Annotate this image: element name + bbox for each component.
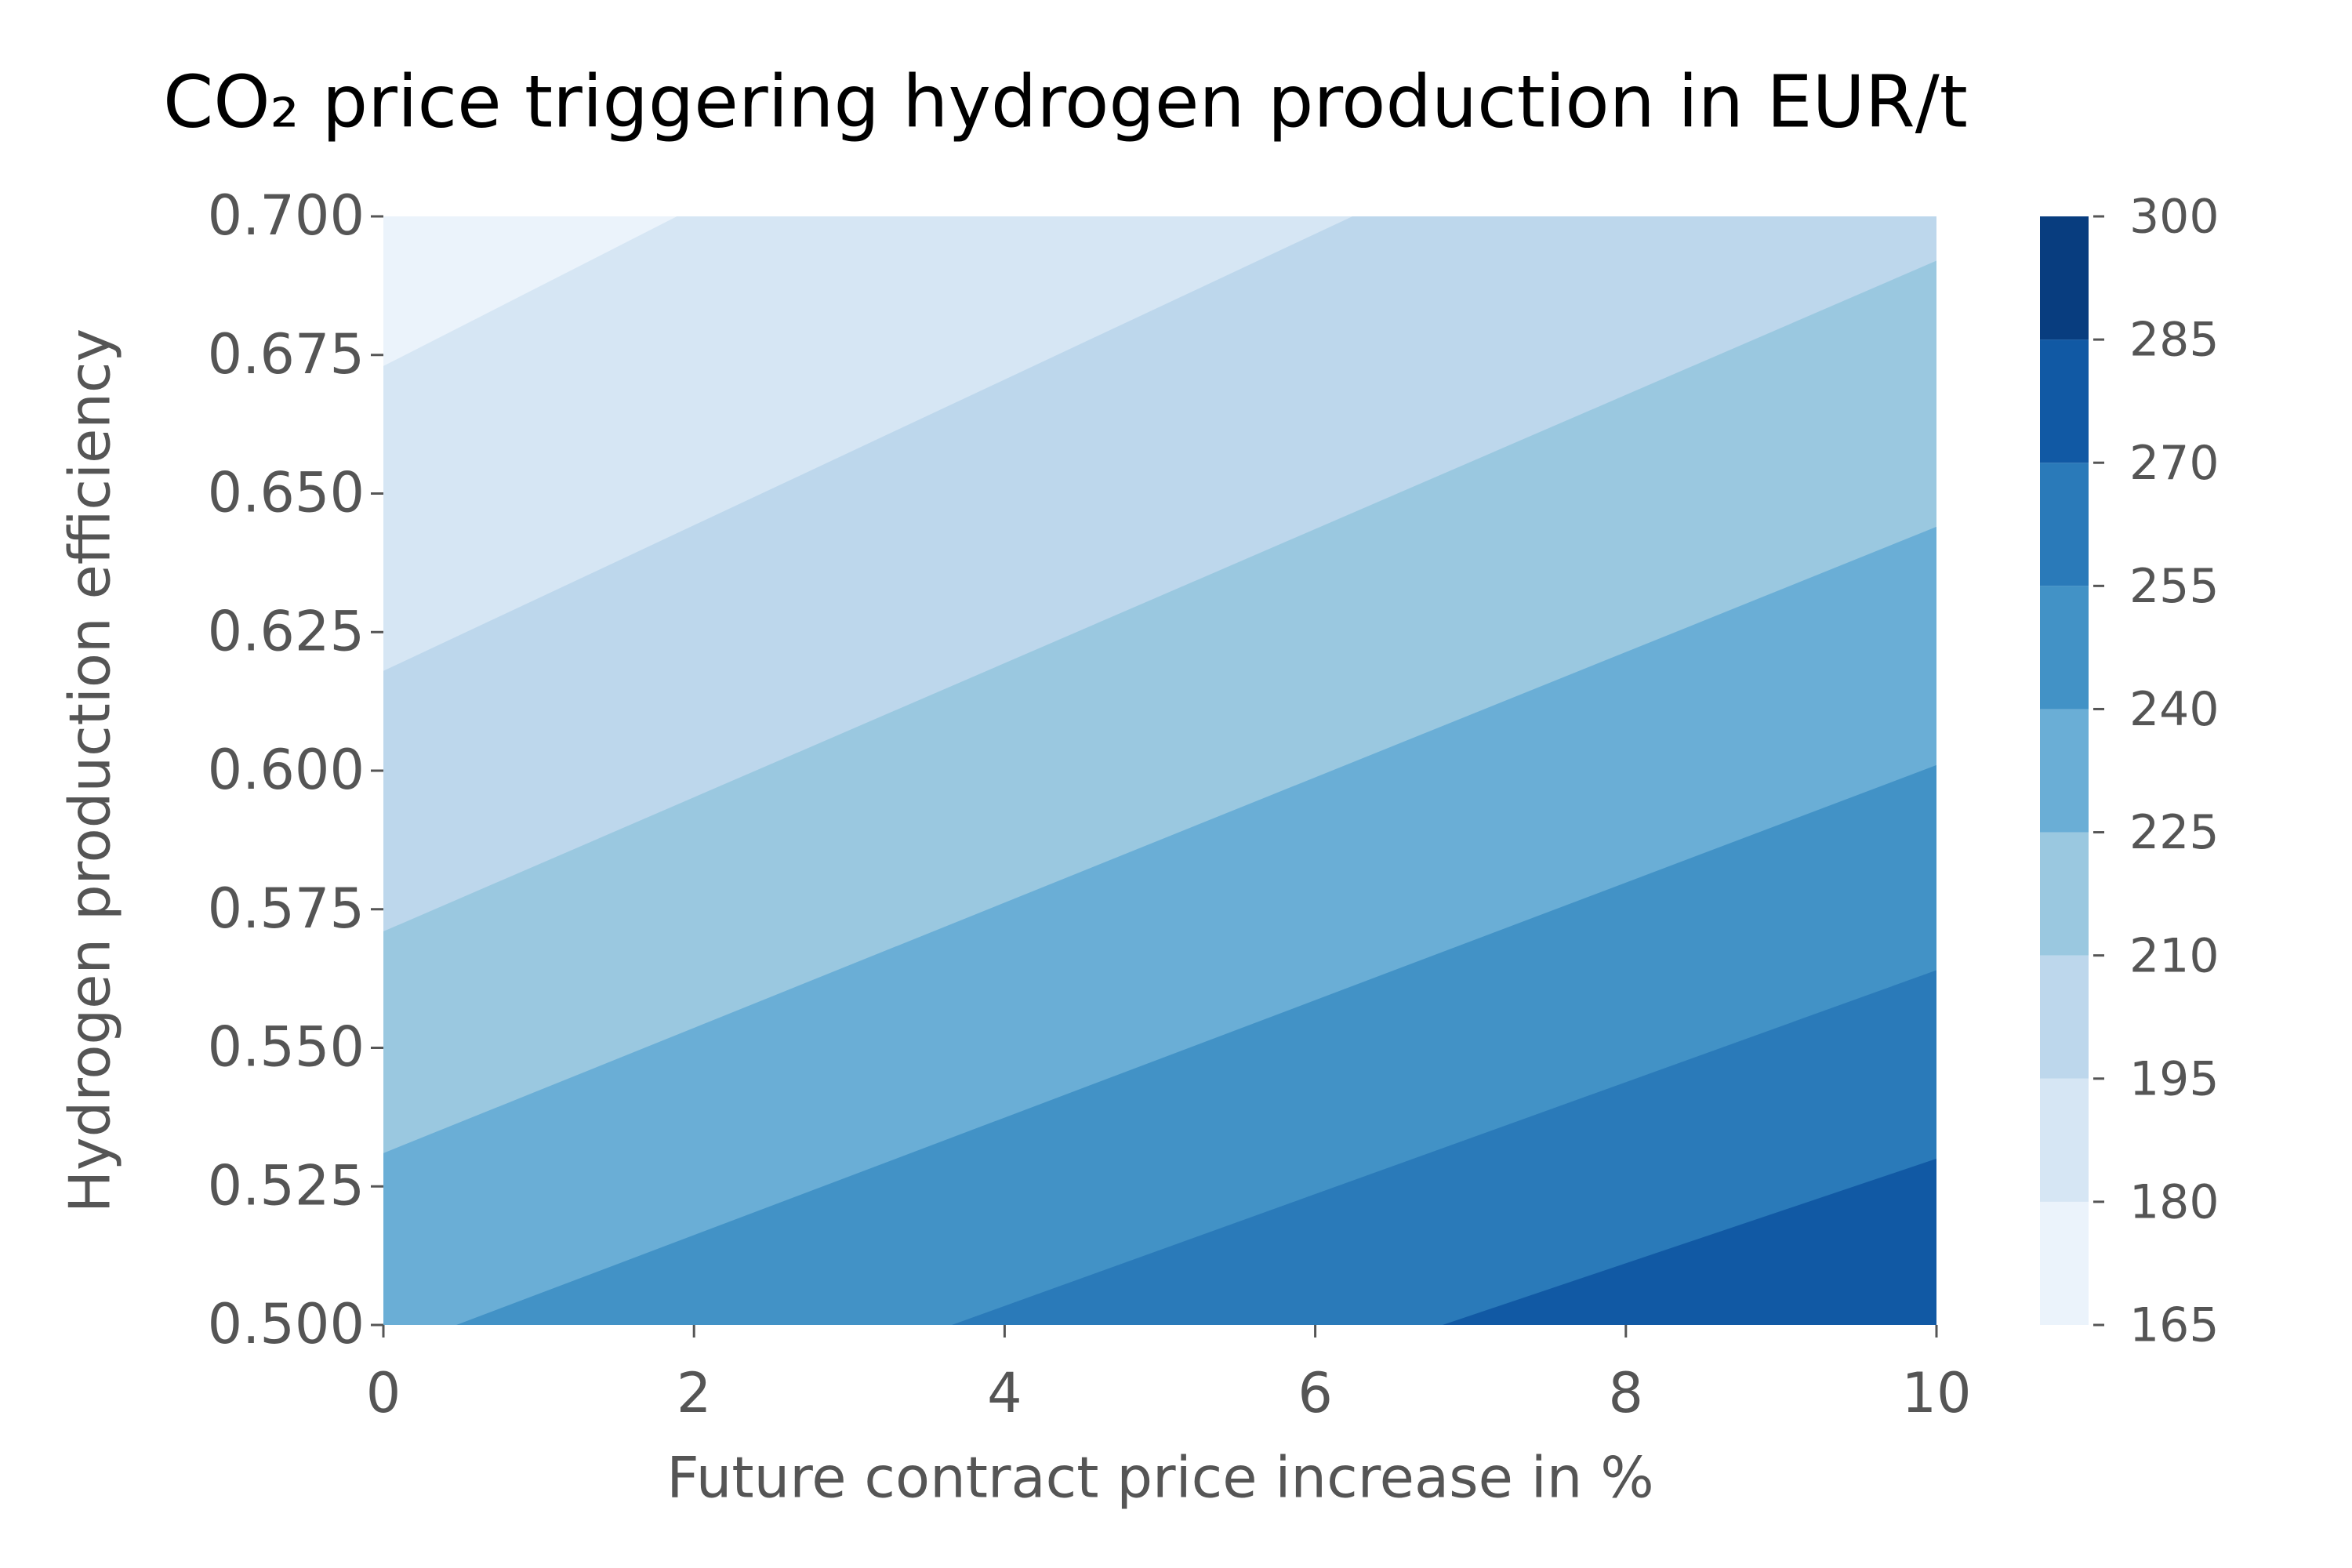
y-tick-label: 0.525 — [208, 1153, 365, 1218]
colorbar-band — [2040, 1201, 2089, 1325]
y-tick-label: 0.700 — [208, 183, 365, 248]
y-tick-label: 0.675 — [208, 322, 365, 387]
colorbar-tick-label: 300 — [2129, 190, 2220, 245]
x-tick-label: 8 — [1609, 1361, 1644, 1425]
colorbar-tick-label: 240 — [2129, 682, 2220, 737]
colorbar-tick-label: 285 — [2129, 313, 2220, 368]
chart-title: CO₂ price triggering hydrogen production… — [163, 60, 1968, 143]
colorbar-band — [2040, 586, 2089, 710]
x-tick-label: 4 — [987, 1361, 1022, 1425]
colorbar-tick-label: 270 — [2129, 436, 2220, 491]
x-tick-label: 0 — [366, 1361, 401, 1425]
colorbar-band — [2040, 832, 2089, 956]
x-tick-label: 6 — [1298, 1361, 1333, 1425]
y-axis-label: Hydrogen production efficiency — [57, 328, 123, 1213]
colorbar-band — [2040, 339, 2089, 463]
colorbar-band — [2040, 955, 2089, 1079]
y-tick-label: 0.600 — [208, 738, 365, 802]
contour-band — [952, 970, 1936, 1325]
y-tick-label: 0.500 — [208, 1292, 365, 1356]
colorbar-tick-label: 195 — [2129, 1051, 2220, 1106]
colorbar-tick-label: 255 — [2129, 559, 2220, 614]
contour-band — [1443, 1158, 1936, 1325]
x-axis-label: Future contract price increase in % — [666, 1445, 1653, 1511]
colorbar-band — [2040, 709, 2089, 833]
y-tick-label: 0.575 — [208, 877, 365, 941]
colorbar-band — [2040, 216, 2089, 340]
y-tick-label: 0.550 — [208, 1015, 365, 1080]
colorbar-band — [2040, 463, 2089, 586]
y-tick-label: 0.625 — [208, 599, 365, 663]
x-tick-label: 10 — [1901, 1361, 1971, 1425]
colorbar-tick-label: 180 — [2129, 1174, 2220, 1229]
colorbar-tick-label: 165 — [2129, 1298, 2220, 1353]
x-tick-label: 2 — [677, 1361, 712, 1425]
y-tick-label: 0.650 — [208, 461, 365, 525]
colorbar-tick-label: 225 — [2129, 805, 2220, 860]
colorbar-band — [2040, 1078, 2089, 1202]
colorbar-tick-label: 210 — [2129, 928, 2220, 983]
